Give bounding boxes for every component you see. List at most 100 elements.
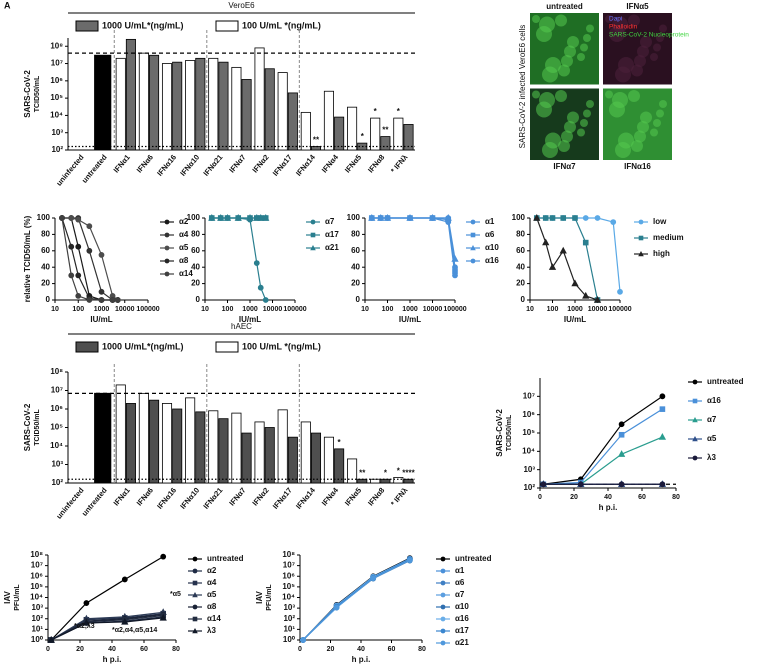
marker	[618, 421, 625, 428]
marker	[542, 215, 549, 221]
y-tick-label: 0	[356, 295, 361, 304]
x-axis-label: IU/mL	[564, 315, 586, 324]
marker	[407, 215, 413, 221]
series-line	[302, 558, 411, 641]
legend-marker	[440, 568, 446, 574]
bar	[208, 57, 219, 151]
legend-label: α21	[325, 243, 339, 252]
marker	[548, 263, 557, 270]
y-tick-label: 10⁶	[50, 404, 63, 413]
marker	[208, 213, 216, 221]
legend-marker	[164, 245, 170, 251]
cell	[659, 100, 667, 108]
legend-label: α14	[179, 269, 193, 278]
cell	[656, 109, 664, 118]
x-tick-label: 0	[298, 646, 302, 653]
cell	[656, 34, 664, 42]
bar	[231, 66, 242, 151]
legend-marker	[692, 398, 698, 404]
x-tick-label: IFNα21	[201, 153, 224, 178]
legend-marker	[440, 616, 446, 622]
significance: *	[374, 107, 378, 116]
bar	[403, 124, 414, 151]
bar	[370, 478, 381, 484]
marker	[217, 213, 225, 221]
legend-marker	[692, 455, 698, 461]
x-tick-label: IFNα6	[135, 486, 155, 508]
legend-marker	[164, 258, 170, 264]
marker	[257, 284, 264, 291]
x-tick-label: 100	[382, 306, 394, 313]
x-tick-label: IFNα7	[227, 486, 247, 508]
annotation: *α5	[170, 591, 181, 598]
bar	[347, 458, 358, 484]
marker	[86, 297, 93, 303]
y-axis-label: TCID50/mL	[506, 414, 513, 451]
y-tick-label: 10¹	[283, 624, 295, 633]
cell	[637, 121, 649, 133]
cell	[561, 55, 573, 67]
marker	[571, 279, 579, 287]
y-tick-label: 10⁴	[282, 593, 295, 602]
cell	[628, 14, 640, 27]
bar	[370, 117, 381, 151]
y-tick-label: 100	[512, 213, 526, 222]
panel-label: A	[4, 0, 11, 10]
legend-marker	[310, 232, 316, 238]
legend-label: α1	[455, 566, 465, 575]
cell	[631, 140, 643, 152]
bar	[393, 477, 404, 484]
x-tick-label: 100000	[283, 306, 306, 313]
x-tick-label: 80	[418, 646, 426, 653]
significance: *	[338, 438, 342, 447]
marker	[257, 213, 265, 221]
legend-marker	[440, 628, 446, 634]
y-tick-label: 10⁷	[51, 59, 63, 68]
legend-swatch	[215, 341, 239, 353]
legend-marker	[192, 556, 198, 562]
marker	[452, 272, 458, 279]
cell	[605, 15, 613, 23]
x-tick-label: * IFNλ	[389, 485, 410, 508]
annotation: *α2,α4,α5,α14	[112, 627, 157, 634]
legend-marker	[470, 232, 476, 238]
y-tick-label: 10³	[31, 603, 43, 612]
legend-label: high	[653, 249, 670, 258]
series-line	[302, 560, 411, 641]
marker	[377, 215, 384, 221]
x-tick-label: 1000	[567, 306, 583, 313]
y-axis-label: relative TCID50/mL (%)	[23, 215, 32, 302]
cell	[653, 43, 661, 52]
y-tick-label: 10²	[51, 145, 63, 154]
legend-label: 1000 U/mL*(ng/mL)	[102, 341, 184, 351]
marker	[370, 575, 377, 582]
legend-label: 1000 U/mL*(ng/mL)	[102, 20, 184, 30]
x-tick-label: 10	[51, 306, 59, 313]
marker	[582, 215, 589, 221]
y-tick-label: 20	[191, 279, 200, 288]
y-tick-label: 10⁶	[522, 410, 535, 419]
x-tick-label: IFNα1	[112, 153, 132, 175]
marker	[47, 635, 55, 643]
cell	[536, 101, 552, 118]
marker	[223, 213, 232, 221]
marker	[384, 215, 391, 221]
x-axis-label: h p.i.	[352, 655, 371, 664]
bar	[195, 57, 206, 151]
y-tick-label: 10²	[523, 483, 535, 492]
marker	[86, 223, 93, 230]
bar	[125, 403, 136, 484]
y-tick-label: 80	[191, 230, 200, 239]
legend-label: α5	[179, 243, 189, 252]
image-label: IFNα5	[626, 2, 649, 11]
legend-label: α10	[485, 243, 499, 252]
x-tick-label: IFNα2	[250, 153, 270, 175]
y-tick-label: 10⁴	[50, 441, 63, 450]
legend-marker	[692, 436, 698, 442]
x-tick-label: IFNα4	[320, 152, 341, 174]
bar	[125, 38, 136, 151]
bar	[138, 392, 149, 484]
marker	[98, 288, 105, 295]
legend-marker	[692, 417, 698, 423]
